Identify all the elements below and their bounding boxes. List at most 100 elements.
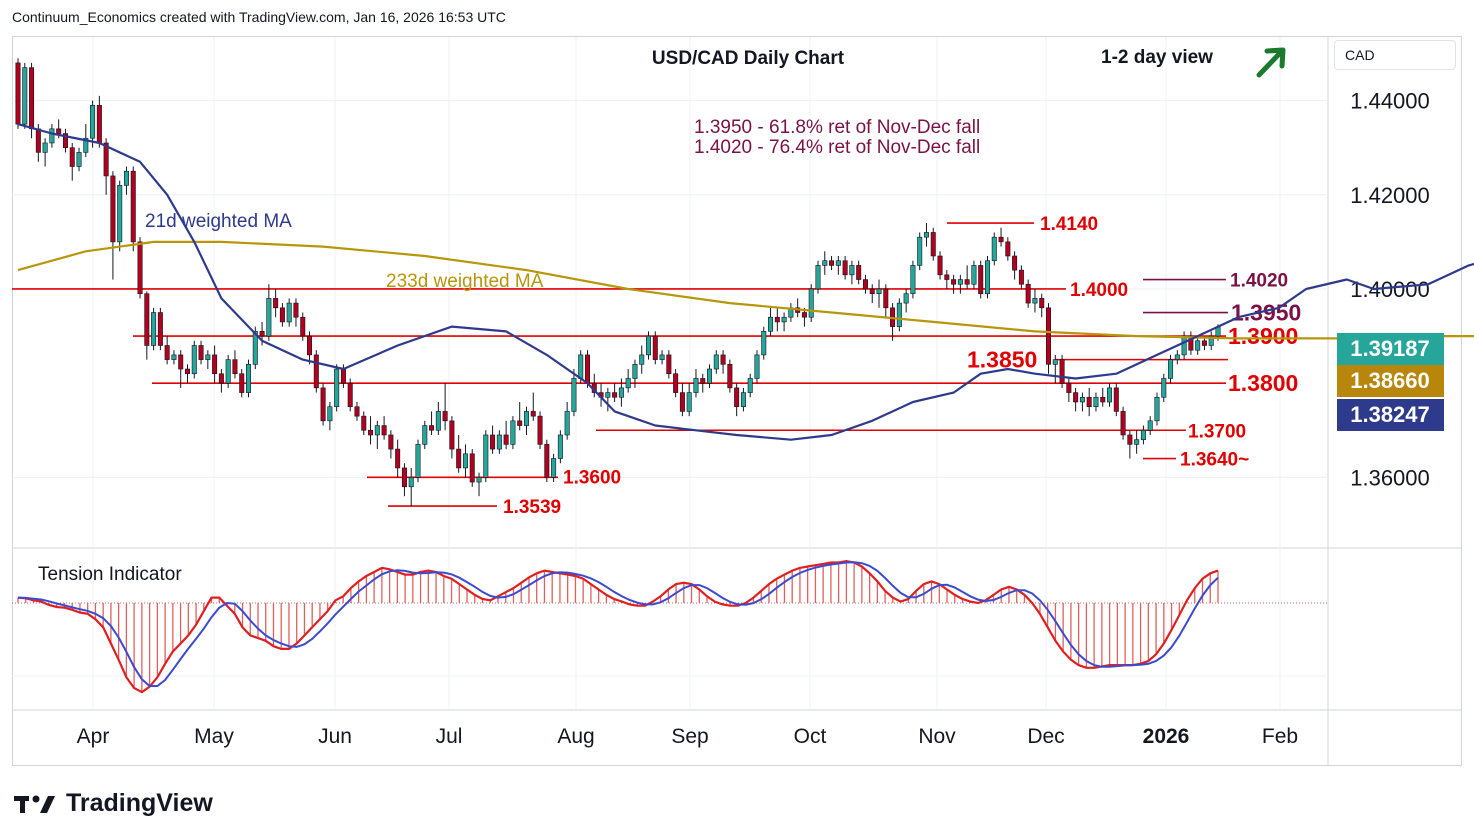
candle-body	[1113, 387, 1119, 412]
candle-body	[218, 373, 224, 384]
candle-body	[1188, 335, 1194, 351]
candle-body	[944, 274, 950, 280]
candle-body	[984, 260, 990, 294]
candle-body	[801, 312, 807, 318]
candle-body	[15, 62, 21, 125]
level-label: 1.4140	[1040, 214, 1098, 235]
candle-body	[137, 241, 143, 294]
candle-body	[605, 392, 611, 398]
candle-body	[1201, 340, 1207, 346]
candle-body	[951, 279, 957, 285]
candle-body	[842, 260, 848, 276]
candle-body	[334, 368, 340, 408]
level-label: 1.3640~	[1180, 450, 1249, 471]
candle-body	[144, 293, 150, 346]
candle-body	[442, 411, 448, 422]
level-label: 1.3900	[1228, 323, 1298, 349]
candle-body	[1120, 411, 1126, 436]
candle-body	[930, 232, 936, 257]
currency-selector[interactable]: CAD	[1334, 40, 1456, 70]
candle-body	[510, 420, 516, 445]
candle-body	[62, 133, 68, 148]
candle-body	[808, 288, 814, 318]
candle-body	[829, 260, 835, 266]
candle-body	[212, 354, 218, 375]
candle-body	[639, 354, 645, 365]
candle-body	[1059, 359, 1065, 384]
level-label: 1.3600	[563, 467, 621, 488]
candle-body	[964, 279, 970, 285]
candle-body	[1168, 359, 1174, 379]
candle-body	[1025, 283, 1031, 304]
candle-body	[564, 411, 570, 436]
candle-body	[1052, 359, 1058, 365]
x-tick-label: Oct	[794, 725, 827, 748]
candle-body	[388, 434, 394, 450]
candle-body	[83, 137, 89, 153]
y-tick-label: 1.40000	[1350, 277, 1430, 302]
candle-body	[1134, 439, 1140, 445]
chart-frame	[12, 36, 1462, 766]
candle-body	[652, 335, 658, 360]
candle-body	[184, 368, 190, 375]
candle-body	[191, 345, 197, 375]
candle-body	[923, 232, 929, 238]
candle-body	[1127, 434, 1133, 445]
chart-title: USD/CAD Daily Chart	[652, 48, 845, 69]
price-badge	[1337, 333, 1444, 365]
candle-body	[469, 453, 475, 483]
candle-body	[1005, 241, 1011, 257]
candle-body	[957, 279, 963, 285]
candle-body	[523, 411, 529, 426]
candle-body	[164, 345, 170, 360]
candle-body	[937, 255, 943, 276]
candle-body	[69, 147, 75, 167]
candle-body	[869, 288, 875, 294]
candle-body	[1046, 307, 1052, 365]
candle-body	[876, 288, 882, 294]
candle-body	[361, 415, 367, 431]
candle-body	[754, 354, 760, 379]
x-tick-label: Feb	[1262, 725, 1298, 748]
x-tick-label: May	[194, 725, 234, 748]
x-tick-label: Sep	[671, 725, 708, 748]
candle-body	[205, 354, 211, 360]
candle-body	[910, 265, 916, 294]
candle-body	[1107, 387, 1113, 403]
candle-body	[307, 335, 313, 356]
level-label: 1.4020	[1230, 271, 1288, 292]
candle-body	[1147, 420, 1153, 431]
indicator-fast-line	[17, 559, 1219, 694]
candle-body	[632, 364, 638, 379]
candle-body	[693, 378, 699, 393]
candle-body	[273, 298, 279, 309]
price-badge-value: 1.39187	[1350, 336, 1430, 361]
level-label: 1.3800	[1228, 370, 1298, 396]
level-label: 1.3539	[503, 497, 561, 518]
tradingview-logo[interactable]: TradingView	[14, 789, 213, 818]
candle-body	[490, 434, 496, 450]
candle-body	[76, 152, 82, 167]
candle-body	[768, 316, 774, 332]
level-label: 1.3950	[1231, 300, 1301, 326]
candle-body	[117, 185, 123, 243]
ma-233-line	[17, 240, 1474, 340]
candle-body	[849, 265, 855, 276]
candle-body	[1140, 429, 1146, 440]
candle-body	[239, 373, 245, 393]
candle-body	[103, 142, 109, 177]
level-label: 1.4000	[1070, 280, 1128, 301]
candle-body	[49, 128, 55, 144]
candle-body	[1032, 298, 1038, 304]
candle-body	[517, 420, 523, 426]
tension-indicator-label: Tension Indicator	[38, 564, 182, 585]
fib-note: 1.4020 - 76.4% ret of Nov-Dec fall	[694, 137, 980, 158]
brand-name: TradingView	[66, 789, 213, 817]
candle-body	[991, 236, 997, 262]
candle-body	[686, 392, 692, 412]
candle-body	[903, 293, 909, 304]
candle-body	[1012, 255, 1018, 271]
price-badge	[1337, 399, 1444, 431]
view-arrow-icon	[1256, 49, 1284, 78]
candle-body	[381, 425, 387, 436]
